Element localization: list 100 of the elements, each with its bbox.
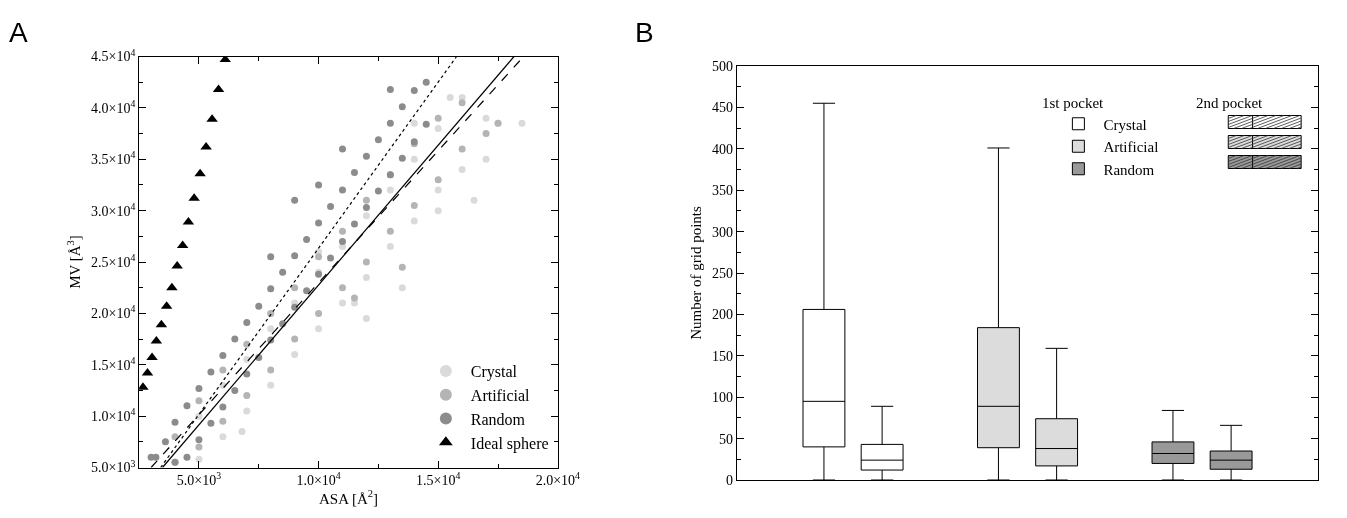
legend-label: Random <box>1103 161 1155 178</box>
point <box>410 201 418 209</box>
point <box>386 85 394 93</box>
point <box>362 258 370 266</box>
point <box>291 335 299 343</box>
legend-label: Artificial <box>470 386 531 404</box>
point <box>362 273 370 281</box>
point <box>410 217 418 225</box>
y-tick-label: 250 <box>711 265 733 281</box>
point <box>166 282 178 291</box>
point <box>207 419 215 427</box>
annotation: 2nd pocket <box>1196 95 1264 111</box>
point <box>398 154 406 162</box>
x-tick-label: 2.0×10$^{4}$ <box>535 470 581 489</box>
point <box>291 284 299 292</box>
point <box>279 268 287 276</box>
point <box>315 253 323 261</box>
point <box>195 384 203 392</box>
point <box>267 325 275 333</box>
annotation: 1st pocket <box>1042 95 1105 111</box>
point <box>350 169 358 177</box>
point <box>350 294 358 302</box>
point <box>267 381 275 389</box>
point <box>315 325 323 333</box>
point <box>470 196 478 204</box>
point <box>410 119 418 127</box>
point <box>339 227 346 235</box>
point <box>183 453 191 461</box>
point <box>183 402 191 410</box>
point <box>458 166 466 174</box>
point <box>434 186 442 194</box>
point <box>398 284 406 292</box>
point <box>243 407 251 415</box>
point <box>350 220 358 228</box>
point <box>315 181 323 189</box>
point <box>315 309 323 317</box>
point <box>231 386 239 394</box>
point <box>386 243 394 251</box>
point <box>267 366 275 374</box>
point <box>195 443 203 451</box>
y-tick-label: 450 <box>711 100 733 116</box>
point <box>303 235 311 243</box>
point <box>291 303 299 311</box>
y-tick-label: 4.0×10$^{4}$ <box>91 97 136 116</box>
point <box>238 428 246 436</box>
point <box>422 78 430 86</box>
point <box>446 94 454 102</box>
y-tick-label: 5.0×10$^{3}$ <box>91 457 136 476</box>
point <box>291 252 299 260</box>
point <box>219 417 227 425</box>
y-tick-label: 1.5×10$^{4}$ <box>91 354 136 373</box>
point <box>339 237 346 245</box>
point <box>339 145 346 153</box>
point <box>386 186 394 194</box>
point <box>458 99 466 107</box>
point <box>339 186 346 194</box>
point <box>398 263 406 271</box>
chart-title: B <box>635 17 654 48</box>
y-tick-label: 100 <box>711 390 733 406</box>
point <box>231 335 239 343</box>
point <box>434 114 442 122</box>
chart-title: A <box>9 17 28 48</box>
point <box>327 203 335 211</box>
point <box>152 453 160 461</box>
point <box>291 350 299 358</box>
point <box>303 287 311 295</box>
y-tick-label: 150 <box>711 348 733 364</box>
point <box>458 145 466 153</box>
point <box>195 436 203 444</box>
point <box>362 315 370 323</box>
legend-label: Crystal <box>470 363 518 382</box>
point <box>315 219 323 227</box>
point <box>362 196 370 204</box>
point <box>195 397 203 405</box>
y-tick-label: 400 <box>711 141 733 157</box>
point <box>386 119 394 127</box>
point <box>362 204 370 212</box>
point <box>219 403 227 411</box>
point <box>374 187 382 195</box>
point <box>219 352 227 359</box>
point <box>518 119 526 127</box>
point <box>161 438 169 446</box>
point <box>398 103 406 111</box>
point <box>374 136 382 144</box>
point <box>434 176 442 184</box>
point <box>243 392 251 400</box>
point <box>146 352 158 361</box>
point <box>243 319 251 327</box>
y-tick-label: 3.5×10$^{4}$ <box>91 149 136 168</box>
point <box>410 86 418 94</box>
x-tick-label: 1.5×10$^{4}$ <box>416 470 461 489</box>
point <box>267 253 275 261</box>
legend-label: Random <box>470 410 526 428</box>
point <box>339 299 346 307</box>
point <box>207 368 215 376</box>
point <box>434 124 442 132</box>
point <box>219 366 227 374</box>
point <box>362 212 370 220</box>
y-tick-label: 1.0×10$^{4}$ <box>91 406 136 425</box>
x-tick-label: 1.0×10$^{4}$ <box>296 470 341 489</box>
